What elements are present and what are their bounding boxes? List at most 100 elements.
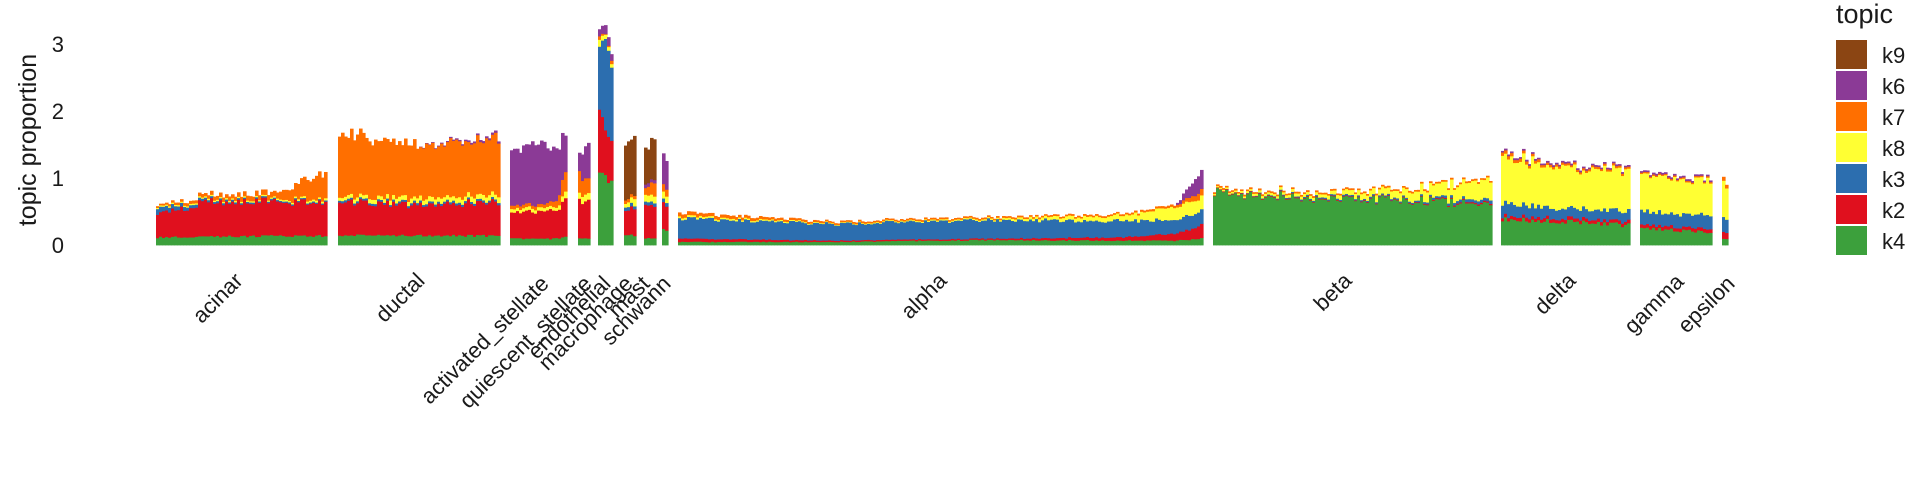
- bar-segment-k7: [1624, 166, 1628, 170]
- bar-segment-k8: [1375, 195, 1379, 203]
- bar-segment-k8: [159, 205, 163, 207]
- bar-segment-k7: [407, 145, 411, 202]
- bar-segment-k7: [522, 204, 526, 209]
- bar-segment-k7: [1615, 165, 1619, 169]
- bar-segment-k3: [455, 203, 459, 206]
- bar-segment-k8: [960, 219, 964, 221]
- bar-segment-k2: [1294, 197, 1298, 199]
- bar-segment-k2: [1402, 196, 1406, 198]
- bar-segment-k7: [1234, 188, 1238, 191]
- bar-segment-k3: [162, 206, 166, 212]
- bar-segment-k7: [353, 140, 357, 200]
- bar-segment-k4: [546, 238, 550, 246]
- bar-segment-k8: [1056, 215, 1060, 220]
- bar-segment-k3: [1146, 219, 1150, 236]
- bar-segment-k3: [1405, 197, 1409, 200]
- bar-segment-k7: [1414, 189, 1418, 192]
- bar-segment-k8: [546, 206, 550, 211]
- bar-segment-k8: [1555, 166, 1559, 211]
- bar-segment-k8: [410, 198, 414, 204]
- bar-segment-k7: [774, 218, 778, 222]
- bar-segment-k4: [1107, 240, 1111, 246]
- bar-segment-k7: [458, 140, 462, 198]
- legend-swatch-k2: [1836, 195, 1867, 224]
- bar-segment-k7: [1489, 181, 1493, 183]
- bar-segment-k7: [792, 217, 796, 221]
- bar-segment-k7: [398, 141, 402, 197]
- bar-segment-k6: [1582, 166, 1586, 169]
- bar-segment-k8: [458, 196, 462, 203]
- bar-segment-k8: [1423, 190, 1427, 203]
- bar-segment-k2: [732, 238, 736, 243]
- bar-segment-k4: [1297, 197, 1301, 246]
- bar-segment-k2: [693, 238, 697, 242]
- bar-segment-k4: [753, 241, 757, 246]
- bar-segment-k3: [159, 206, 163, 213]
- bar-segment-k4: [1258, 193, 1262, 246]
- bar-segment-k2: [630, 205, 634, 235]
- bar-segment-k2: [1029, 238, 1033, 241]
- bar-segment-k8: [981, 219, 985, 221]
- bar-segment-k4: [1725, 238, 1729, 246]
- bar-segment-k7: [1573, 161, 1577, 165]
- bar-segment-k3: [804, 222, 808, 240]
- bar-segment-k4: [1354, 200, 1358, 246]
- bar-segment-k8: [819, 222, 823, 224]
- bar-segment-k4: [1627, 222, 1631, 246]
- bar-segment-k2: [291, 205, 295, 237]
- bar-segment-k2: [723, 238, 727, 242]
- bar-segment-k7: [1291, 187, 1295, 190]
- bar-segment-k4: [1447, 206, 1451, 246]
- bar-segment-k6: [1615, 164, 1619, 167]
- bar-segment-k7: [1131, 212, 1135, 215]
- bar-segment-k2: [1303, 197, 1307, 199]
- bar-segment-k6: [1516, 158, 1520, 161]
- bar-segment-k4: [939, 240, 943, 246]
- bar-segment-k2: [1231, 193, 1235, 195]
- bar-segment-k4: [1089, 240, 1093, 246]
- bar-segment-k3: [246, 201, 250, 204]
- bar-segment-k8: [1167, 207, 1171, 221]
- bar-segment-k4: [604, 174, 608, 246]
- bar-segment-k2: [1652, 224, 1656, 228]
- bar-segment-k7: [467, 141, 471, 193]
- bar-segment-k4: [584, 237, 588, 246]
- bar-segment-k7: [969, 215, 973, 218]
- bar-segment-k8: [1008, 217, 1012, 220]
- bar-segment-k2: [819, 240, 823, 243]
- bar-segment-k7: [1420, 181, 1424, 184]
- bar-segment-k4: [948, 240, 952, 246]
- bar-segment-k4: [204, 236, 208, 246]
- bar-segment-k4: [1703, 232, 1707, 246]
- bar-segment-k3: [1697, 214, 1701, 228]
- bar-segment-k6: [1603, 162, 1607, 164]
- bar-segment-k3: [1255, 195, 1259, 197]
- bar-segment-k4: [1035, 240, 1039, 246]
- bar-segment-k4: [1438, 198, 1442, 246]
- bar-segment-k8: [1071, 215, 1075, 220]
- bar-segment-k3: [975, 220, 979, 239]
- bar-segment-k3: [413, 200, 417, 203]
- bar-segment-k2: [945, 239, 949, 241]
- bar-segment-k4: [353, 235, 357, 246]
- bar-segment-k4: [309, 235, 313, 246]
- bar-segment-k4: [383, 235, 387, 246]
- bar-segment-k3: [434, 204, 438, 207]
- bar-segment-k7: [1564, 163, 1568, 166]
- bar-segment-k4: [1423, 204, 1427, 246]
- bar-segment-k8: [1603, 165, 1607, 209]
- bar-segment-k2: [1510, 215, 1514, 220]
- bar-segment-k4: [1534, 221, 1538, 246]
- bar-segment-k2: [601, 116, 605, 173]
- bar-segment-k7: [186, 203, 190, 207]
- bar-segment-k6: [601, 25, 605, 34]
- bar-segment-k3: [1507, 203, 1511, 219]
- bar-segment-k3: [1056, 219, 1060, 239]
- bar-segment-k8: [300, 196, 304, 199]
- bar-segment-k7: [1062, 216, 1066, 219]
- bar-segment-k2: [1585, 218, 1589, 223]
- bar-segment-k2: [1309, 199, 1313, 201]
- y-tick-label: 2: [52, 99, 64, 124]
- bar-segment-k2: [918, 238, 922, 241]
- bar-segment-k2: [183, 210, 187, 238]
